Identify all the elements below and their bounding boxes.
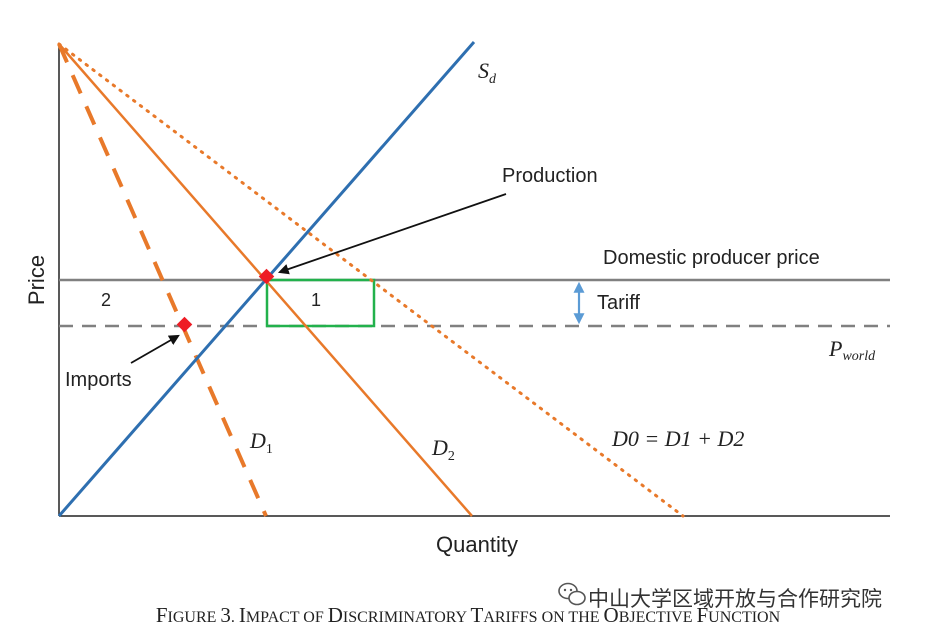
- demand-1-label: D1: [249, 428, 273, 457]
- production-label: Production: [502, 165, 598, 187]
- domestic-price-label: Domestic producer price: [603, 247, 820, 269]
- watermark-text: 中山大学区域开放与合作研究院: [588, 587, 882, 611]
- demand-0-curve: [57, 42, 685, 518]
- area-2-label: 2: [101, 290, 111, 310]
- tariff-label: Tariff: [597, 292, 640, 314]
- x-axis-label: Quantity: [436, 532, 518, 557]
- watermark: 中山大学区域开放与合作研究院: [558, 582, 882, 611]
- wechat-icon: [558, 582, 586, 606]
- area-1-label: 1: [311, 290, 321, 310]
- production-arrow: [277, 193, 507, 275]
- demand-1-curve: [57, 43, 268, 517]
- imports-label: Imports: [65, 369, 132, 391]
- caption-title: IMPACT OF DISCRIMINATORY TARIFFS ON THE …: [239, 603, 781, 627]
- imports-arrow: [130, 334, 180, 364]
- figure-caption: FIGURE 3. IMPACT OF DISCRIMINATORY TARIF…: [156, 603, 781, 627]
- imports-marker: [176, 316, 193, 333]
- demand-0-label: D0 = D1 + D2: [611, 426, 744, 451]
- demand-2-label: D2: [431, 435, 455, 464]
- area-1-rectangle: [265, 278, 376, 328]
- caption-figure-label: FIGURE 3.: [156, 603, 239, 627]
- world-price-label: Pworld: [828, 336, 876, 364]
- supply-label: Sd: [478, 58, 497, 87]
- y-axis-label: Price: [24, 255, 49, 305]
